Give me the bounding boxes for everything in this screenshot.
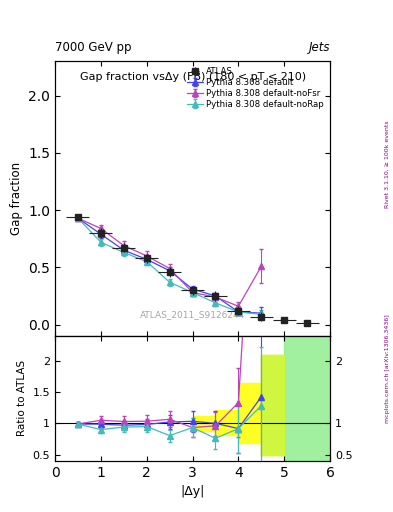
X-axis label: |Δy|: |Δy|: [180, 485, 205, 498]
Y-axis label: Ratio to ATLAS: Ratio to ATLAS: [17, 360, 27, 436]
Text: ATLAS_2011_S9126244: ATLAS_2011_S9126244: [140, 310, 245, 319]
Legend: ATLAS, Pythia 8.308 default, Pythia 8.308 default-noFsr, Pythia 8.308 default-no: ATLAS, Pythia 8.308 default, Pythia 8.30…: [185, 66, 326, 111]
Text: mcplots.cern.ch [arXiv:1306.3436]: mcplots.cern.ch [arXiv:1306.3436]: [385, 314, 389, 423]
Text: Jets: Jets: [309, 41, 330, 54]
Text: Rivet 3.1.10, ≥ 100k events: Rivet 3.1.10, ≥ 100k events: [385, 120, 389, 208]
Text: 7000 GeV pp: 7000 GeV pp: [55, 41, 132, 54]
Y-axis label: Gap fraction: Gap fraction: [9, 162, 23, 236]
Text: Gap fraction vsΔy (FB) (180 < pT < 210): Gap fraction vsΔy (FB) (180 < pT < 210): [79, 72, 306, 82]
